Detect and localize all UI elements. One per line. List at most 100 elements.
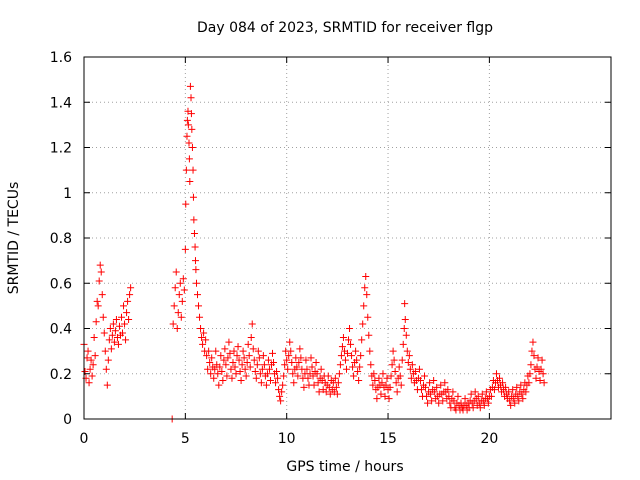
data-point — [288, 358, 296, 366]
data-point — [536, 377, 544, 385]
data-point — [177, 313, 185, 321]
data-point — [369, 381, 377, 389]
data-point — [222, 361, 230, 369]
data-point — [393, 388, 401, 396]
data-point — [107, 345, 115, 353]
data-point — [176, 279, 184, 287]
data-point — [205, 347, 213, 355]
data-point — [215, 381, 223, 389]
data-point — [187, 94, 195, 102]
data-point — [91, 352, 99, 360]
data-point — [182, 166, 190, 174]
data-point — [467, 390, 475, 398]
data-point — [407, 374, 415, 382]
data-point — [352, 347, 360, 355]
data-point — [238, 361, 246, 369]
data-point — [170, 302, 178, 310]
data-point — [294, 372, 302, 380]
data-point — [510, 395, 518, 403]
data-point — [400, 325, 408, 332]
data-point — [182, 200, 190, 208]
x-tick-label: 20 — [480, 431, 498, 447]
data-point — [240, 354, 248, 362]
data-point — [461, 395, 469, 403]
data-point — [527, 361, 535, 369]
data-point — [227, 365, 235, 373]
data-point — [103, 381, 111, 389]
x-tick-label: 15 — [379, 431, 397, 447]
data-point — [255, 354, 263, 362]
data-point — [476, 404, 484, 412]
data-point — [361, 284, 369, 292]
data-point — [278, 388, 286, 396]
data-point — [204, 365, 212, 373]
data-point — [169, 320, 177, 328]
data-point — [454, 392, 462, 400]
data-point — [381, 392, 389, 400]
data-point — [314, 379, 322, 387]
data-point — [397, 381, 405, 389]
data-point — [371, 377, 379, 385]
data-point — [426, 379, 434, 387]
data-point — [345, 336, 353, 344]
data-point — [405, 352, 413, 360]
data-point — [192, 279, 200, 287]
data-point — [307, 354, 315, 362]
data-point — [389, 347, 397, 355]
data-point — [403, 347, 411, 355]
data-point — [112, 315, 120, 323]
data-point — [97, 268, 105, 276]
data-point — [312, 358, 320, 366]
data-point — [469, 404, 477, 412]
data-point — [507, 401, 515, 409]
data-point — [303, 365, 311, 373]
data-point — [517, 381, 525, 389]
data-point — [279, 381, 287, 389]
data-point — [296, 345, 304, 353]
data-point — [83, 354, 91, 362]
data-point — [247, 334, 255, 342]
data-point — [515, 397, 523, 405]
data-point — [237, 377, 245, 385]
data-point — [373, 395, 381, 403]
data-point — [342, 365, 350, 373]
data-point — [253, 361, 261, 369]
data-point — [391, 367, 399, 375]
data-point — [401, 300, 409, 308]
data-point — [490, 386, 498, 394]
data-point — [335, 370, 343, 378]
data-point — [241, 365, 249, 373]
data-point — [199, 340, 207, 348]
data-point — [210, 374, 218, 382]
data-point — [186, 82, 194, 90]
data-point — [428, 397, 436, 405]
data-point — [245, 352, 253, 360]
data-point — [225, 338, 233, 346]
data-point — [198, 334, 206, 342]
data-point — [364, 313, 372, 321]
data-point — [532, 374, 540, 382]
data-point — [102, 365, 110, 373]
data-point — [387, 372, 395, 380]
data-point — [189, 166, 197, 174]
data-point — [175, 291, 183, 299]
data-point — [297, 354, 305, 362]
data-point — [379, 370, 387, 378]
data-point — [295, 358, 303, 366]
data-point — [354, 367, 362, 375]
data-point — [534, 354, 542, 362]
data-point — [484, 399, 492, 407]
data-point — [310, 381, 318, 389]
y-axis-label: SRMTID / TECUs — [6, 182, 22, 295]
data-point — [269, 349, 277, 357]
data-point — [219, 377, 227, 385]
data-point — [229, 358, 237, 366]
data-point — [272, 379, 280, 387]
data-point — [377, 390, 385, 398]
data-point — [183, 132, 191, 140]
data-point — [189, 193, 197, 201]
data-point — [396, 372, 404, 380]
data-point — [370, 370, 378, 378]
data-point — [496, 374, 504, 382]
data-point — [398, 356, 406, 364]
